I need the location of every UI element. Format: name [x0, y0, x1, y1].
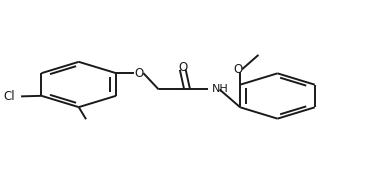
Text: O: O: [234, 63, 243, 76]
Text: Cl: Cl: [3, 90, 15, 103]
Text: O: O: [134, 67, 143, 80]
Text: O: O: [178, 61, 187, 74]
Text: NH: NH: [212, 84, 229, 94]
